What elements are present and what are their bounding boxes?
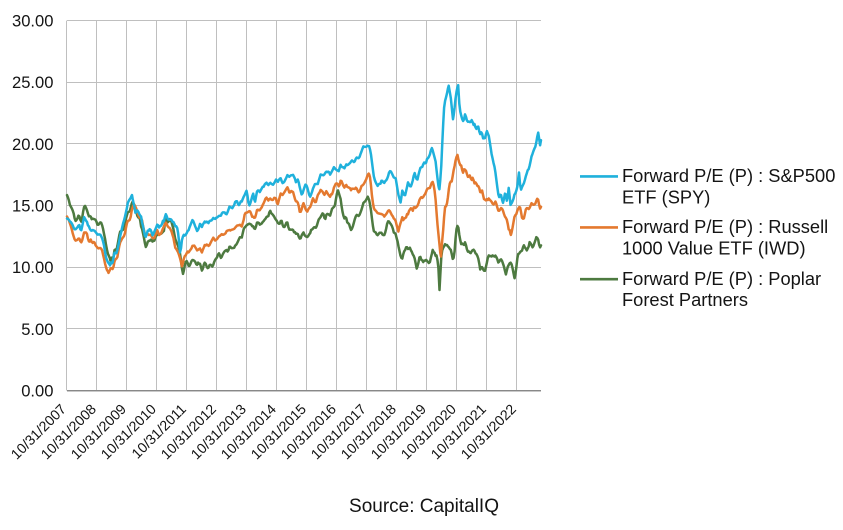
svg-text:1000 Value ETF (IWD): 1000 Value ETF (IWD): [622, 237, 806, 258]
svg-text:Forward P/E (P) : Poplar: Forward P/E (P) : Poplar: [622, 268, 821, 289]
svg-text:ETF (SPY): ETF (SPY): [622, 186, 710, 207]
svg-text:Source: CapitalIQ: Source: CapitalIQ: [349, 496, 499, 517]
svg-text:Forward P/E (P) : S&P500: Forward P/E (P) : S&P500: [622, 165, 835, 186]
svg-text:10.00: 10.00: [12, 258, 54, 277]
svg-text:20.00: 20.00: [12, 135, 54, 154]
svg-text:Forest Partners: Forest Partners: [622, 289, 748, 310]
svg-text:30.00: 30.00: [12, 12, 54, 31]
svg-text:5.00: 5.00: [21, 320, 53, 339]
svg-text:Forward P/E (P) : Russell: Forward P/E (P) : Russell: [622, 216, 828, 237]
svg-text:15.00: 15.00: [12, 197, 54, 216]
svg-text:0.00: 0.00: [21, 382, 53, 401]
svg-text:25.00: 25.00: [12, 73, 54, 92]
